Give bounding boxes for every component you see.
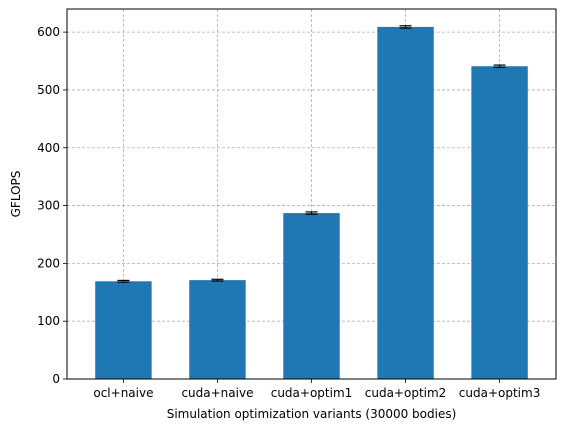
x-tick-label: cuda+optim3 — [459, 386, 541, 400]
y-tick-label: 0 — [52, 372, 60, 386]
y-tick-label: 400 — [37, 141, 60, 155]
y-tick-label: 200 — [37, 256, 60, 270]
y-axis-label: GFLOPS — [9, 171, 23, 218]
x-axis-ticks: ocl+naive cuda+naive cuda+optim1 cuda+optim… — [93, 379, 540, 400]
bar-cuda+optim1 — [283, 213, 340, 379]
bar-cuda+optim3 — [471, 66, 528, 379]
y-axis-ticks: 0 100 200 300 400 500 600 — [37, 25, 67, 386]
x-axis-label: Simulation optimization variants (30000 … — [167, 407, 457, 421]
bar-ocl+naive — [95, 281, 152, 379]
bars — [95, 26, 528, 379]
bar-cuda+naive — [189, 280, 246, 379]
error-bars — [117, 25, 506, 283]
y-tick-label: 500 — [37, 83, 60, 97]
bar-cuda+optim2 — [377, 26, 434, 379]
x-tick-label: ocl+naive — [93, 386, 153, 400]
x-tick-label: cuda+naive — [181, 386, 253, 400]
y-tick-label: 600 — [37, 25, 60, 39]
x-tick-label: cuda+optim1 — [271, 386, 353, 400]
x-tick-label: cuda+optim2 — [365, 386, 447, 400]
y-tick-label: 100 — [37, 314, 60, 328]
y-tick-label: 300 — [37, 199, 60, 213]
